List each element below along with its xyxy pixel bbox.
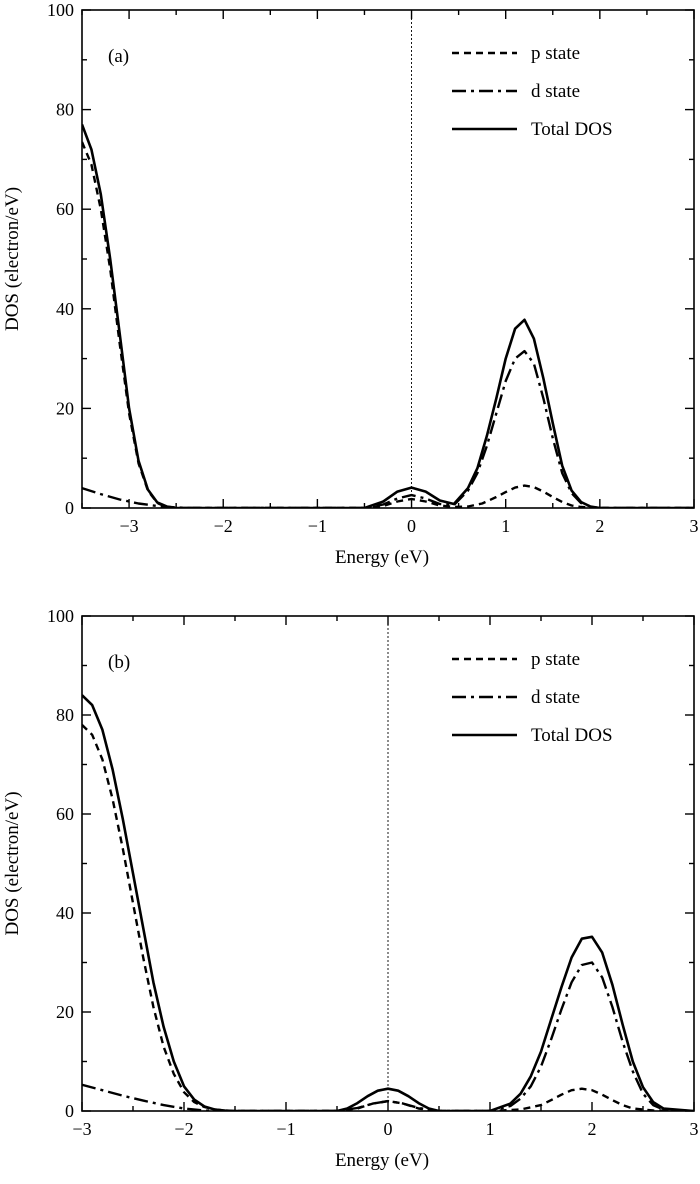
series-line-p-state <box>82 141 694 508</box>
x-tick-label: 1 <box>486 1119 495 1139</box>
x-axis-title: Energy (eV) <box>335 547 429 568</box>
panel-label: (b) <box>108 652 130 673</box>
x-tick-label: 0 <box>384 1119 393 1139</box>
y-axis-title: DOS (electron/eV) <box>2 791 23 935</box>
plot-frame <box>81 9 695 509</box>
y-tick-label: 20 <box>56 398 74 418</box>
x-tick-label: −1 <box>308 516 327 536</box>
y-tick-label: 0 <box>65 1101 74 1121</box>
dos-panel-a: −3 −2 −1 0 1 2 3 0 20 40 60 80 100 Energy (eV) DOS (el… <box>2 0 699 568</box>
x-tick-label: 0 <box>407 516 416 536</box>
y-tick-label: 0 <box>65 498 74 518</box>
series-lines <box>82 124 694 508</box>
series-line-d-state <box>82 961 694 1111</box>
panel-label: (a) <box>108 46 129 67</box>
x-tick-label: 3 <box>690 516 699 536</box>
legend-label: p state <box>531 43 580 64</box>
y-tick-label: 40 <box>56 903 74 923</box>
y-tick-label: 100 <box>47 606 74 626</box>
x-tick-label: 2 <box>595 516 604 536</box>
x-tick-label: −2 <box>214 516 233 536</box>
x-tick-label: −3 <box>119 516 138 536</box>
series-line-total-dos <box>82 124 694 508</box>
legend-label: d state <box>531 687 580 708</box>
x-tick-label: 1 <box>501 516 510 536</box>
y-tick-label: 20 <box>56 1002 74 1022</box>
legend-label: Total DOS <box>531 725 613 746</box>
y-tick-label: 60 <box>56 804 74 824</box>
x-tick-label: −3 <box>72 1119 91 1139</box>
legend-label: p state <box>531 649 580 670</box>
y-tick-label: 80 <box>56 100 74 120</box>
x-tick-label: −2 <box>174 1119 193 1139</box>
x-tick-label: 2 <box>588 1119 597 1139</box>
y-tick-label: 80 <box>56 705 74 725</box>
y-tick-label: 60 <box>56 199 74 219</box>
x-tick-label: −1 <box>276 1119 295 1139</box>
legend-label: d state <box>531 81 580 102</box>
y-tick-label: 100 <box>47 0 74 20</box>
series-line-total-dos <box>82 694 694 1111</box>
y-axis-title: DOS (electron/eV) <box>2 187 23 331</box>
y-tick-label: 40 <box>56 299 74 319</box>
x-axis-title: Energy (eV) <box>335 1150 429 1171</box>
x-tick-label: 3 <box>690 1119 699 1139</box>
series-line-d-state <box>82 349 694 508</box>
dos-panel-b: −3 −2 −1 0 1 2 3 0 20 40 60 80 100 Energy (eV) DOS (el… <box>2 606 699 1171</box>
series-lines <box>82 694 694 1111</box>
legend-label: Total DOS <box>531 119 613 140</box>
